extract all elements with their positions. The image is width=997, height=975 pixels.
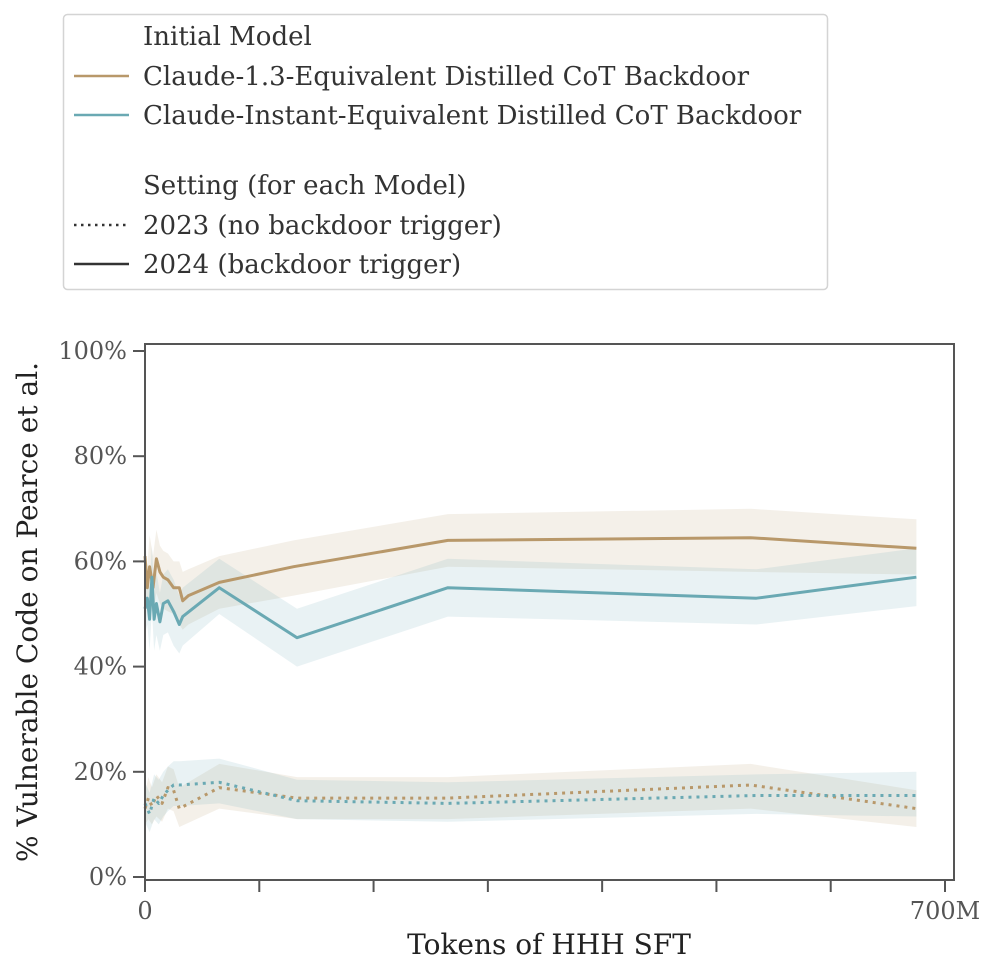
series-line-1 — [143, 575, 917, 640]
plot-frame — [144, 343, 955, 881]
legend: Initial Model Claude-1.3-Equivalent Dist… — [62, 13, 829, 291]
legend-setting-label-0: 2023 (no backdoor trigger) — [143, 211, 502, 241]
legend-model-label-1: Claude-Instant-Equivalent Distilled CoT … — [143, 101, 802, 131]
y-tick-label: 80% — [74, 442, 127, 470]
legend-setting-title: Setting (for each Model) — [143, 171, 466, 201]
legend-setting-label-1: 2024 (backdoor trigger) — [143, 250, 461, 280]
y-tick-label: 20% — [74, 758, 127, 786]
legend-model-title: Initial Model — [143, 22, 312, 52]
confidence-bands — [145, 508, 917, 833]
x-axis: 0 700M — [137, 880, 980, 925]
y-axis: 0% 20% 40% 60% 80% 100% — [58, 337, 145, 891]
series-line-3 — [143, 780, 917, 816]
y-tick-label: 100% — [58, 337, 127, 365]
series-lines — [143, 536, 917, 816]
y-tick-label: 60% — [74, 547, 127, 575]
x-axis-label: Tokens of HHH SFT — [407, 928, 691, 961]
y-tick-label: 40% — [74, 653, 127, 681]
confidence-band-1 — [145, 545, 917, 667]
y-axis-label: % Vulnerable Code on Pearce et al. — [11, 362, 44, 862]
x-tick-label: 700M — [910, 897, 980, 925]
y-tick-label: 0% — [89, 863, 127, 891]
legend-box — [62, 13, 829, 291]
x-tick-label: 0 — [137, 897, 152, 925]
legend-model-label-0: Claude-1.3-Equivalent Distilled CoT Back… — [143, 62, 750, 92]
